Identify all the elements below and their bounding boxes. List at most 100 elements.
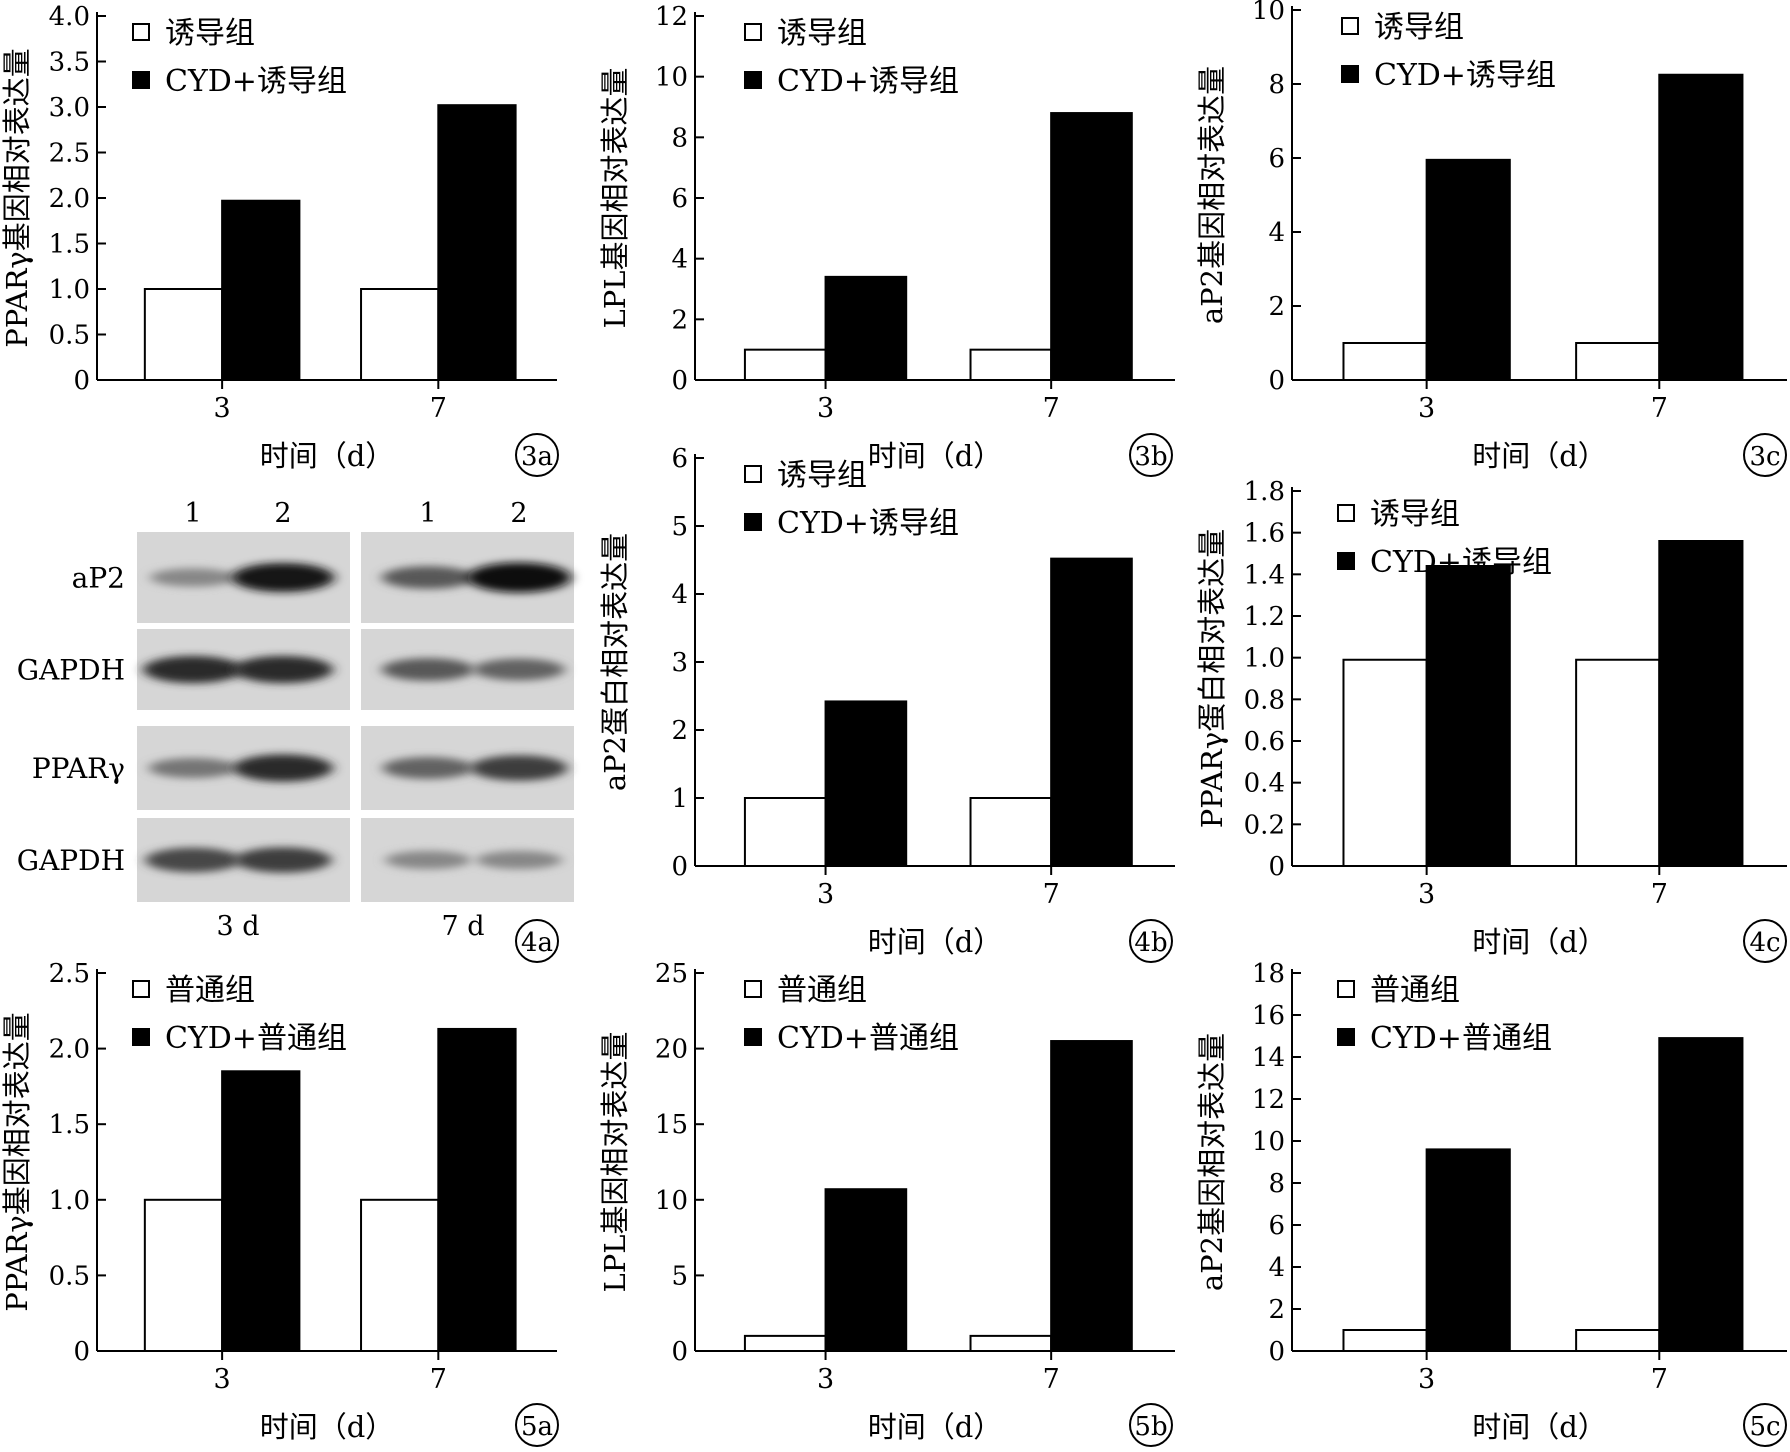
legend-swatch bbox=[1337, 1028, 1355, 1046]
legend-swatch bbox=[744, 465, 762, 483]
legend-label: 普通组 bbox=[777, 973, 867, 1008]
blot-band bbox=[381, 566, 475, 589]
lane-label: 2 bbox=[274, 498, 291, 529]
bar-control-7 bbox=[969, 797, 1053, 867]
x-tick-label: 3 bbox=[817, 879, 834, 910]
x-axis-label: 时间（d） bbox=[1472, 925, 1607, 959]
legend-swatch bbox=[1341, 17, 1359, 35]
y-tick-label: 0 bbox=[671, 852, 688, 882]
y-tick-label: 4.0 bbox=[49, 2, 90, 32]
y-tick-label: 2.5 bbox=[49, 959, 90, 989]
panel-id-label: 3b bbox=[1134, 442, 1167, 472]
bar-control-3 bbox=[743, 1334, 827, 1353]
x-tick-label: 3 bbox=[817, 1364, 834, 1395]
legend-swatch bbox=[1341, 65, 1359, 83]
y-tick-label: 0.6 bbox=[1244, 727, 1285, 757]
y-tick-label: 16 bbox=[1252, 1001, 1285, 1031]
legend-label: 诱导组 bbox=[1370, 497, 1460, 532]
x-tick-label: 7 bbox=[1043, 879, 1060, 910]
y-tick-label: 3.5 bbox=[49, 48, 90, 78]
bar-control-7 bbox=[969, 1334, 1053, 1353]
legend-label: CYD+诱导组 bbox=[777, 64, 959, 99]
legend-label: CYD+诱导组 bbox=[165, 64, 347, 99]
blot-row-label: GAPDH bbox=[17, 654, 125, 687]
blot-band bbox=[385, 850, 471, 870]
y-axis-label: aP2蛋白相对表达量 bbox=[598, 533, 632, 791]
x-axis-label: 时间（d） bbox=[260, 439, 395, 473]
y-axis-label: aP2基因相对表达量 bbox=[1195, 66, 1229, 324]
legend-label: 普通组 bbox=[1370, 973, 1460, 1008]
y-tick-label: 0.2 bbox=[1244, 810, 1285, 840]
panel-id-circle bbox=[1129, 919, 1173, 963]
y-tick-label: 0.5 bbox=[49, 321, 90, 351]
y-tick-label: 2.0 bbox=[49, 184, 90, 214]
y-tick-label: 0 bbox=[1268, 1337, 1285, 1367]
x-tick-label: 3 bbox=[214, 393, 231, 424]
x-tick-label: 3 bbox=[214, 1364, 231, 1395]
western-blot-panel: 1 2 1 2 aP2 GAPDH PPARγ GAPDH 3 d 7 d 4a bbox=[17, 498, 574, 963]
y-tick-label: 1.6 bbox=[1244, 519, 1285, 549]
legend-label: 诱导组 bbox=[777, 458, 867, 493]
legend-swatch bbox=[744, 71, 762, 89]
legend-label: 诱导组 bbox=[777, 16, 867, 51]
bar-cyd-7 bbox=[1050, 557, 1133, 867]
bar-control-3 bbox=[743, 348, 827, 381]
x-tick-label: 3 bbox=[1418, 1364, 1435, 1395]
y-tick-label: 6 bbox=[671, 184, 688, 214]
y-tick-label: 12 bbox=[655, 2, 688, 32]
lane-label: 1 bbox=[184, 498, 201, 529]
x-tick-label: 7 bbox=[1043, 1364, 1060, 1395]
legend-swatch bbox=[744, 23, 762, 41]
legend-swatch bbox=[744, 1028, 762, 1046]
panel-id-circle bbox=[515, 433, 559, 477]
blot-band bbox=[476, 850, 562, 870]
y-tick-label: 1.5 bbox=[49, 230, 90, 260]
y-tick-label: 4 bbox=[671, 580, 688, 610]
y-tick-label: 0 bbox=[1268, 366, 1285, 396]
blot-row-label: aP2 bbox=[72, 562, 125, 595]
panel-id-label: 4a bbox=[521, 928, 553, 958]
legend-swatch bbox=[132, 1028, 150, 1046]
y-tick-label: 6 bbox=[1268, 1211, 1285, 1241]
y-tick-label: 1.0 bbox=[49, 1186, 90, 1216]
lane-label: 2 bbox=[510, 498, 527, 529]
y-tick-label: 0 bbox=[1268, 852, 1285, 882]
y-tick-label: 4 bbox=[1268, 218, 1285, 248]
chart-panel-5a: 0 0.5 1.0 1.5 2.0 2.5 3 7 普通组 CYD+普通组 PPARγ基因相对表达量… bbox=[0, 959, 559, 1447]
bar-cyd-7 bbox=[1658, 1037, 1744, 1352]
y-tick-label: 0 bbox=[671, 1337, 688, 1367]
x-axis-label: 时间（d） bbox=[1472, 439, 1607, 473]
panel-id-circle bbox=[1743, 1403, 1787, 1447]
y-tick-label: 8 bbox=[671, 123, 688, 153]
panel-id-label: 5a bbox=[521, 1412, 553, 1442]
y-tick-label: 10 bbox=[1252, 0, 1285, 26]
y-tick-label: 0.4 bbox=[1244, 769, 1285, 799]
y-tick-label: 1.8 bbox=[1244, 477, 1285, 507]
y-tick-label: 0.5 bbox=[49, 1261, 90, 1291]
blot-band bbox=[467, 562, 571, 593]
blot-band bbox=[234, 847, 332, 873]
blot-band bbox=[381, 658, 475, 681]
legend-swatch bbox=[1337, 980, 1355, 998]
legend-label: 诱导组 bbox=[1374, 10, 1464, 45]
y-tick-label: 1.0 bbox=[1244, 644, 1285, 674]
bar-cyd-7 bbox=[1050, 1040, 1133, 1353]
legend-label: CYD+诱导组 bbox=[1370, 545, 1552, 580]
y-axis-label: PPARγ基因相对表达量 bbox=[0, 48, 34, 347]
panel-id-circle bbox=[1129, 433, 1173, 477]
x-axis-label: 时间（d） bbox=[868, 925, 1003, 959]
y-tick-label: 2.5 bbox=[49, 139, 90, 169]
y-tick-label: 1.5 bbox=[49, 1110, 90, 1140]
chart-panel-4c: 0 0.2 0.4 0.6 0.8 1.0 1.2 1.4 1.6 1.8 3 7 诱导组 CYD+诱导组… bbox=[1195, 477, 1787, 963]
legend-label: CYD+普通组 bbox=[1370, 1021, 1552, 1056]
panel-id-circle bbox=[515, 919, 559, 963]
y-tick-label: 1.4 bbox=[1244, 560, 1285, 590]
panel-id-label: 5c bbox=[1749, 1412, 1780, 1442]
bar-control-7 bbox=[1575, 1329, 1661, 1352]
lane-label: 1 bbox=[419, 498, 436, 529]
blot-band bbox=[382, 757, 474, 779]
